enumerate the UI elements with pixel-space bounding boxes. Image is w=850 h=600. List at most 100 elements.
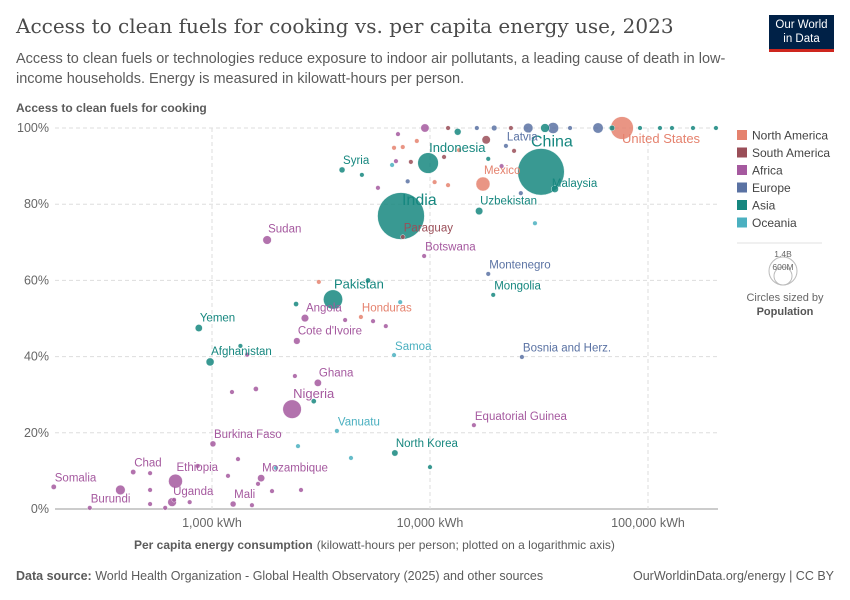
- point-country[interactable]: [225, 473, 231, 479]
- owid-logo[interactable]: Our World in Data: [769, 15, 834, 52]
- point-country[interactable]: [162, 505, 168, 511]
- point-country[interactable]: [427, 464, 433, 470]
- point-country[interactable]: [445, 182, 451, 188]
- point-country[interactable]: [474, 125, 480, 131]
- point-country[interactable]: [657, 125, 663, 131]
- point-paraguay[interactable]: [400, 234, 406, 240]
- point-country[interactable]: [609, 125, 616, 131]
- source-url-link[interactable]: OurWorldinData.org/energy | CC BY: [632, 569, 834, 583]
- point-uzbekistan[interactable]: [475, 207, 484, 215]
- legend-item[interactable]: Europe: [737, 181, 791, 195]
- point-country[interactable]: [420, 123, 430, 133]
- point-country[interactable]: [391, 145, 397, 151]
- point-chad[interactable]: [130, 469, 137, 475]
- point-mali[interactable]: [229, 500, 237, 508]
- point-country[interactable]: [395, 131, 401, 137]
- point-country[interactable]: [540, 123, 550, 133]
- point-country[interactable]: [195, 463, 201, 469]
- point-country[interactable]: [348, 455, 354, 461]
- point-angola[interactable]: [301, 314, 309, 323]
- point-country[interactable]: [292, 373, 298, 379]
- point-country[interactable]: [456, 147, 462, 153]
- point-ethiopia[interactable]: [168, 473, 183, 489]
- point-country[interactable]: [408, 159, 414, 165]
- point-country[interactable]: [147, 487, 153, 493]
- point-pakistan[interactable]: [323, 289, 343, 310]
- legend-item[interactable]: Asia: [737, 199, 776, 213]
- point-country[interactable]: [518, 190, 524, 196]
- point-country[interactable]: [316, 279, 322, 285]
- point-country[interactable]: [441, 154, 447, 160]
- point-yemen[interactable]: [195, 324, 203, 332]
- point-somalia[interactable]: [50, 484, 57, 490]
- point-country[interactable]: [637, 125, 643, 131]
- point-country[interactable]: [499, 163, 505, 169]
- point-sudan[interactable]: [262, 235, 272, 245]
- point-country[interactable]: [393, 158, 399, 164]
- point-country[interactable]: [592, 122, 604, 134]
- point-country[interactable]: [253, 386, 259, 392]
- point-india[interactable]: [377, 192, 425, 240]
- point-country[interactable]: [147, 470, 153, 476]
- point-montenegro[interactable]: [485, 271, 491, 277]
- legend-item[interactable]: North America: [737, 129, 828, 143]
- point-country[interactable]: [147, 501, 153, 507]
- point-country[interactable]: [293, 301, 299, 307]
- point-country[interactable]: [511, 148, 517, 154]
- legend-item[interactable]: South America: [737, 146, 830, 160]
- point-country[interactable]: [359, 172, 365, 178]
- point-country[interactable]: [171, 497, 177, 503]
- point-country[interactable]: [669, 125, 675, 131]
- point-country[interactable]: [370, 318, 376, 324]
- point-cote-d-ivoire[interactable]: [293, 337, 301, 345]
- point-samoa[interactable]: [391, 352, 397, 358]
- point-country[interactable]: [298, 487, 304, 493]
- point-country[interactable]: [485, 156, 491, 162]
- point-burundi[interactable]: [87, 505, 93, 511]
- point-country[interactable]: [237, 343, 243, 349]
- point-honduras[interactable]: [358, 314, 364, 320]
- point-nigeria[interactable]: [282, 399, 302, 419]
- point-country[interactable]: [255, 481, 261, 487]
- point-country[interactable]: [115, 484, 126, 495]
- point-china[interactable]: [517, 148, 565, 196]
- point-country[interactable]: [235, 456, 241, 462]
- point-country[interactable]: [187, 499, 193, 505]
- point-country[interactable]: [532, 220, 538, 226]
- point-country[interactable]: [249, 502, 255, 508]
- point-country[interactable]: [383, 323, 389, 329]
- point-country[interactable]: [269, 488, 275, 494]
- point-mongolia[interactable]: [490, 292, 496, 298]
- point-indonesia[interactable]: [417, 152, 439, 174]
- point-syria[interactable]: [338, 166, 346, 174]
- point-country[interactable]: [713, 125, 719, 131]
- point-ghana[interactable]: [314, 379, 322, 387]
- point-bosnia-and-herz-[interactable]: [519, 354, 525, 360]
- point-country[interactable]: [432, 179, 438, 185]
- point-latvia[interactable]: [503, 143, 509, 149]
- point-vanuatu[interactable]: [334, 428, 340, 434]
- point-mozambique[interactable]: [257, 474, 265, 482]
- point-country[interactable]: [567, 125, 573, 131]
- point-afghanistan[interactable]: [205, 357, 215, 367]
- point-country[interactable]: [491, 125, 498, 131]
- legend-item[interactable]: Africa: [737, 164, 783, 178]
- point-mexico[interactable]: [475, 176, 491, 192]
- legend-item[interactable]: Oceania: [737, 216, 797, 230]
- point-country[interactable]: [375, 185, 381, 191]
- point-north-korea[interactable]: [391, 449, 399, 457]
- point-country[interactable]: [342, 317, 348, 323]
- point-country[interactable]: [311, 398, 317, 404]
- point-country[interactable]: [445, 125, 451, 131]
- point-burkina-faso[interactable]: [209, 440, 217, 448]
- point-country[interactable]: [690, 125, 696, 131]
- point-malaysia[interactable]: [551, 185, 559, 193]
- point-country[interactable]: [389, 162, 395, 168]
- point-country[interactable]: [481, 135, 491, 145]
- point-country[interactable]: [405, 178, 411, 184]
- point-country[interactable]: [523, 122, 534, 134]
- point-country[interactable]: [400, 144, 406, 150]
- point-country[interactable]: [229, 389, 235, 395]
- point-country[interactable]: [397, 299, 403, 305]
- point-botswana[interactable]: [421, 253, 427, 259]
